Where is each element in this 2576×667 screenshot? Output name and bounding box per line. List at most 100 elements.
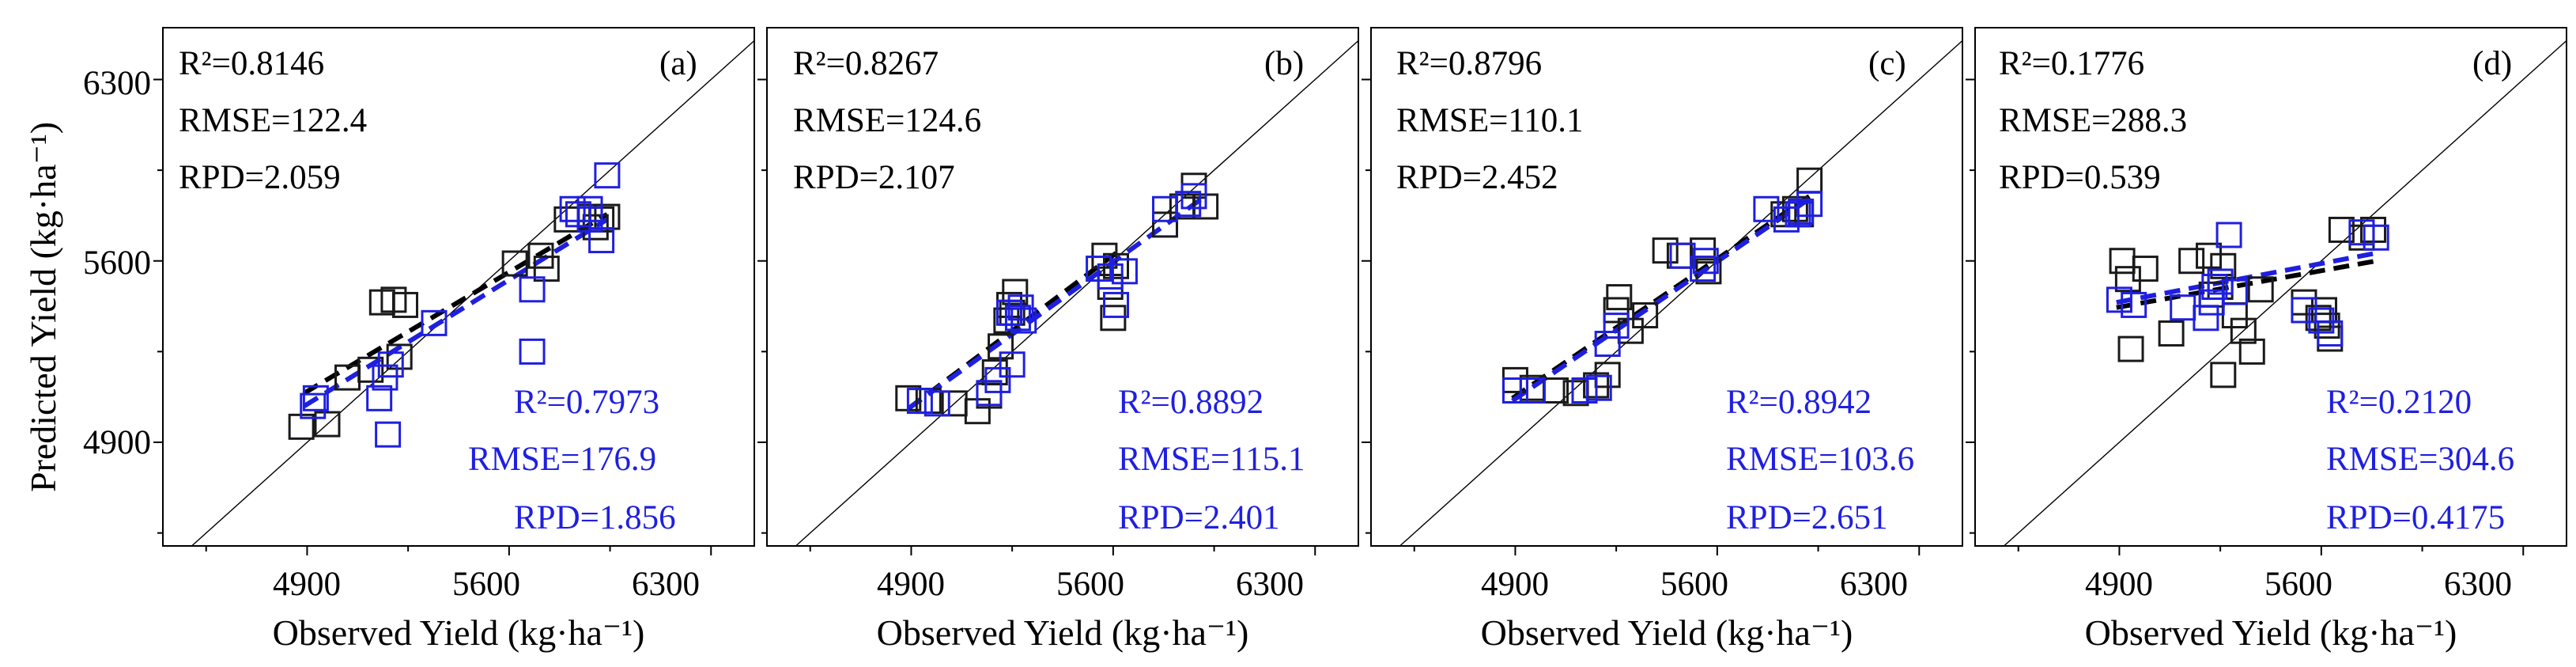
calibration-point bbox=[2328, 216, 2355, 243]
panel-b-r2-black: R²=0.8267 bbox=[793, 45, 939, 82]
panel-c-r2-blue: R²=0.8942 bbox=[1726, 384, 1872, 421]
panel-c-x-axis-label: Observed Yield (kg·ha⁻¹) bbox=[1481, 612, 1853, 653]
calibration-point bbox=[1652, 237, 1679, 264]
panel-d: R²=0.1776 RMSE=288.3 RPD=0.539 (d) R²=0.… bbox=[1966, 27, 2567, 653]
calibration-point bbox=[1103, 252, 1130, 279]
calibration-point bbox=[1781, 195, 1808, 222]
panel-d-rpd-blue: RPD=0.4175 bbox=[2326, 499, 2505, 536]
panel-b-fit-line-validation bbox=[907, 194, 1207, 411]
panel-b-rmse-blue: RMSE=115.1 bbox=[1118, 441, 1305, 478]
calibration-point bbox=[1606, 284, 1633, 311]
validation-point bbox=[2201, 274, 2228, 300]
validation-point bbox=[1594, 331, 1621, 358]
panel-b-xtick-label-4900: 4900 bbox=[877, 566, 945, 603]
panel-c-rmse-blue: RMSE=103.6 bbox=[1726, 441, 1914, 478]
validation-point bbox=[2317, 320, 2344, 347]
panel-b-rmse-black: RMSE=124.6 bbox=[793, 102, 981, 139]
panel-b-one-to-one-line bbox=[795, 40, 1359, 547]
panel-a-label: (a) bbox=[659, 45, 697, 82]
panel-c-label: (c) bbox=[1868, 45, 1906, 82]
panel-a-ticks bbox=[153, 78, 712, 555]
validation-point bbox=[1571, 377, 1598, 404]
panel-b-validation-points bbox=[906, 183, 1207, 417]
panel-d-ticks bbox=[1966, 78, 2525, 555]
validation-point bbox=[1788, 199, 1815, 225]
validation-point bbox=[377, 351, 404, 378]
calibration-point bbox=[2247, 276, 2274, 303]
validation-point bbox=[375, 421, 402, 448]
panel-c-frame bbox=[1370, 27, 1963, 547]
panel-d-rmse-black: RMSE=288.3 bbox=[1999, 102, 2187, 139]
panel-c-rpd-black: RPD=2.452 bbox=[1396, 159, 1558, 196]
calibration-point bbox=[2132, 256, 2159, 282]
validation-point bbox=[302, 385, 329, 411]
panel-a-r2-black: R²=0.8146 bbox=[179, 45, 324, 82]
validation-point bbox=[1692, 248, 1719, 275]
panel-a-fit-line-calibration bbox=[303, 212, 609, 396]
panel-a-xtick-label-5600: 5600 bbox=[452, 566, 520, 603]
calibration-point bbox=[2221, 302, 2248, 329]
calibration-point bbox=[2238, 338, 2265, 365]
panel-d-rmse-blue: RMSE=304.6 bbox=[2326, 441, 2514, 478]
panel-a-x-axis-label: Observed Yield (kg·ha⁻¹) bbox=[273, 612, 645, 653]
validation-point bbox=[2363, 224, 2389, 251]
validation-point bbox=[984, 366, 1011, 393]
validation-point bbox=[1111, 258, 1138, 285]
panel-d-fit-line-validation bbox=[2116, 250, 2377, 305]
validation-point bbox=[1501, 377, 1528, 404]
panel-b-xtick-label-5600: 5600 bbox=[1056, 566, 1124, 603]
validation-point bbox=[2291, 297, 2317, 324]
calibration-point bbox=[1152, 211, 1179, 238]
calibration-point bbox=[1002, 279, 1029, 305]
calibration-point bbox=[501, 250, 528, 277]
panel-a: R²=0.8146 RMSE=122.4 RPD=2.059 (a) R²=0.… bbox=[83, 27, 755, 653]
validation-point bbox=[2207, 268, 2234, 295]
validation-point bbox=[300, 392, 327, 419]
panel-c-calibration-points bbox=[1501, 167, 1823, 407]
panel-c-xtick-label-6300: 6300 bbox=[1840, 566, 1908, 603]
panel-a-fit-line-validation bbox=[303, 217, 609, 408]
calibration-point bbox=[314, 411, 341, 438]
validation-point bbox=[999, 351, 1025, 378]
calibration-point bbox=[1632, 302, 1659, 329]
panel-d-r2-blue: R²=0.2120 bbox=[2326, 384, 2472, 421]
validation-point bbox=[2121, 291, 2147, 318]
validation-point bbox=[1519, 377, 1546, 404]
calibration-point bbox=[386, 343, 413, 370]
validation-point bbox=[2193, 305, 2219, 332]
calibration-point bbox=[2178, 248, 2205, 275]
validation-point bbox=[906, 388, 933, 415]
panel-a-rpd-black: RPD=2.059 bbox=[179, 159, 341, 196]
panel-c-xtick-label-4900: 4900 bbox=[1481, 566, 1549, 603]
validation-point bbox=[559, 195, 586, 222]
panel-d-validation-points bbox=[2106, 219, 2389, 347]
validation-point bbox=[1103, 291, 1130, 318]
validation-point bbox=[1753, 195, 1780, 222]
calibration-point bbox=[1695, 258, 1722, 285]
calibration-point bbox=[2196, 242, 2223, 269]
calibration-point bbox=[2210, 362, 2237, 388]
panel-d-xtick-label-4900: 4900 bbox=[2085, 566, 2153, 603]
panel-a-ytick-label-5600: 5600 bbox=[83, 244, 151, 282]
panel-a-r2-blue: R²=0.7973 bbox=[514, 384, 659, 421]
panel-b-label: (b) bbox=[1264, 45, 1304, 82]
y-axis-label: Predicted Yield (kg·ha⁻¹) bbox=[23, 122, 63, 492]
calibration-point bbox=[2114, 266, 2141, 293]
validation-point bbox=[519, 338, 546, 365]
panel-b: R²=0.8267 RMSE=124.6 RPD=2.107 (b) R²=0.… bbox=[757, 27, 1359, 653]
calibration-point bbox=[527, 242, 554, 269]
panel-d-rpd-black: RPD=0.539 bbox=[1999, 159, 2161, 196]
panel-b-rpd-blue: RPD=2.401 bbox=[1118, 499, 1280, 536]
validation-point bbox=[594, 162, 621, 189]
calibration-point bbox=[2117, 335, 2144, 362]
panel-c-validation-points bbox=[1501, 191, 1823, 404]
validation-point bbox=[2106, 286, 2132, 313]
panel-a-rpd-blue: RPD=1.856 bbox=[514, 499, 676, 536]
calibration-point bbox=[1796, 167, 1823, 194]
validation-point bbox=[576, 206, 603, 233]
panel-a-xtick-label-4900: 4900 bbox=[273, 566, 341, 603]
panel-b-r2-blue: R²=0.8892 bbox=[1118, 384, 1263, 421]
calibration-point bbox=[2210, 252, 2237, 279]
panel-b-ticks bbox=[757, 78, 1316, 555]
panel-d-xtick-label-5600: 5600 bbox=[2264, 566, 2332, 603]
